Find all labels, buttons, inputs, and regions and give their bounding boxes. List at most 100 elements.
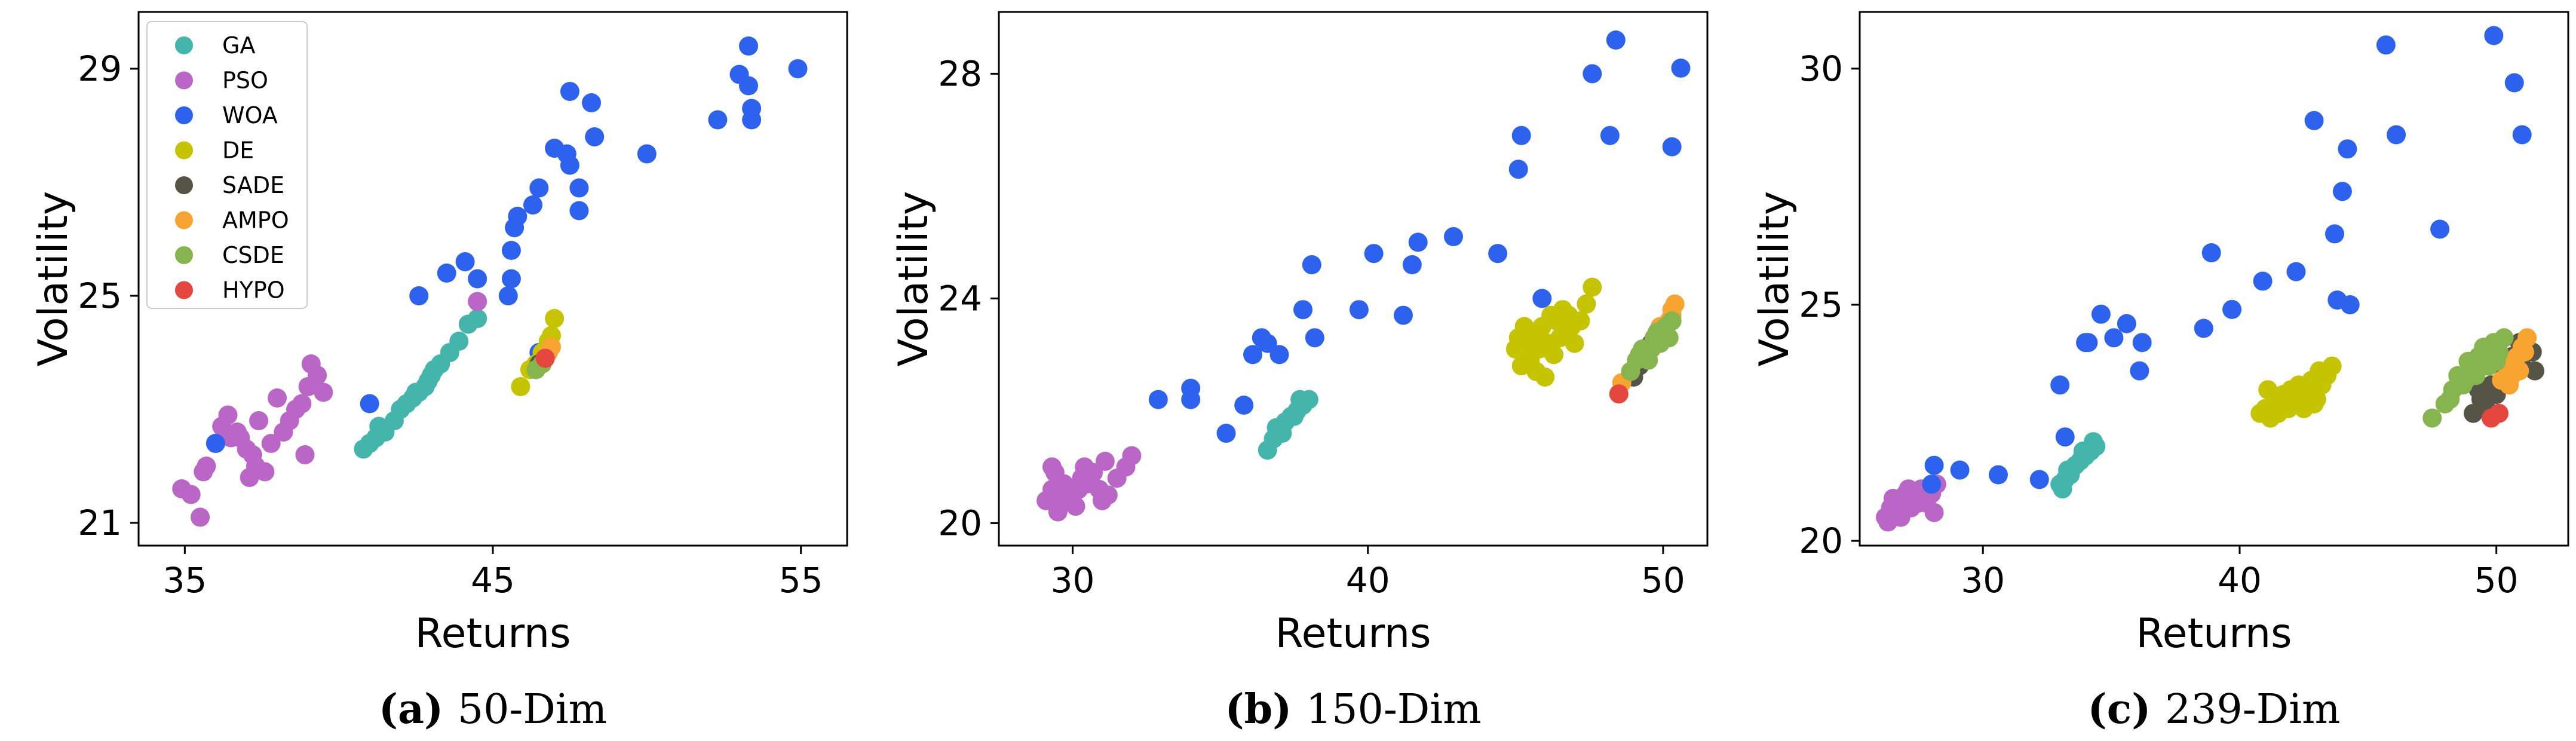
point-woa-3 [437,264,456,283]
point-woa-19 [582,93,601,112]
y-tick-label: 25 [78,275,122,316]
point-ga-13 [449,332,469,351]
point-woa-21 [637,144,657,164]
point-pso-2 [191,507,210,527]
point-de-12 [1544,345,1563,365]
legend-label-csde: CSDE [222,242,284,268]
points-panel-1 [172,36,808,527]
point-ga-16 [369,417,389,436]
x-tick-label: 50 [2474,560,2519,601]
point-woa-12 [1349,300,1369,320]
point-woa-15 [2201,243,2221,262]
point-woa-8 [2078,333,2098,353]
legend-marker-csde [175,246,193,264]
point-woa-1 [360,394,379,414]
captions: (a) 50-Dim (b) 150-Dim (c) 239-Dim [379,685,2341,733]
point-pso-19 [1075,457,1094,477]
legend-marker-hypo [175,281,193,299]
point-ga-17 [406,382,426,402]
y-tick-label: 20 [938,503,982,543]
point-woa-17 [1444,227,1463,246]
point-woa-27 [2430,219,2450,239]
caption-text: 50-Dim [458,686,607,733]
x-tick-label: 45 [471,560,515,601]
point-woa-4 [1234,396,1254,415]
legend-marker-sade [175,176,193,194]
point-woa-24 [739,76,758,96]
legend-marker-pso [175,71,193,90]
point-woa-6 [2055,427,2075,447]
legend-label-sade: SADE [222,172,284,198]
point-woa-25 [1662,137,1682,157]
legend-marker-ga [175,36,193,54]
y-tick-label: 29 [78,48,122,89]
point-hypo-0 [535,348,555,368]
y-tick-label: 30 [1799,48,1843,89]
point-de-6 [545,309,565,328]
chart-panel-3: 30 40 50 20 25 30 Returns Volatility [1751,11,2569,657]
point-pso-28 [468,292,487,311]
legend-label-ampo: AMPO [222,207,289,234]
chart-panel-2: 30 40 50 20 24 28 Returns Volatility [890,11,1709,657]
point-pso-13 [1899,479,1918,499]
point-woa-15 [1402,255,1422,274]
point-woa-0 [1922,474,1942,494]
point-woa-16 [1408,232,1428,252]
point-woa-9 [1293,300,1312,320]
point-woa-8 [1269,345,1289,365]
point-woa-22 [2332,182,2352,201]
point-woa-17 [569,178,589,198]
plot-frame [1859,11,2569,547]
point-ga-10 [2053,479,2072,499]
x-axis-label: Returns [2136,610,2292,657]
legend-label-hypo: HYPO [222,277,285,304]
point-pso-4 [197,457,216,476]
point-woa-14 [2194,319,2213,338]
point-de-19 [2304,394,2324,414]
point-woa-19 [1508,160,1528,179]
caption-letter: (c) [2088,685,2165,733]
point-csde-13 [2440,390,2460,409]
legend-marker-ampo [175,211,193,229]
point-woa-0 [206,434,225,453]
point-pso-16 [268,388,287,408]
point-woa-5 [1243,345,1262,365]
x-tick-label: 30 [1051,560,1095,601]
x-axis-label: Returns [1275,610,1431,657]
points-panel-3 [1876,26,2545,532]
caption-letter: (b) [1225,685,1306,733]
point-woa-12 [2130,361,2149,381]
point-pso-22 [1057,491,1077,510]
point-pso-13 [249,411,269,430]
y-tick-label: 24 [938,278,982,319]
point-woa-24 [2340,295,2360,314]
x-tick-label: 40 [2218,560,2262,601]
point-de-0 [511,377,530,396]
caption-3: (c) 239-Dim [2088,685,2341,733]
point-woa-16 [2222,299,2242,319]
point-hypo-0 [1609,384,1629,404]
point-pso-14 [1098,485,1118,505]
point-pso-15 [1909,493,1928,513]
point-de-20 [1577,294,1596,314]
chart-panel-1: 35 45 55 21 25 29 Returns Volatility [30,11,848,657]
point-woa-16 [569,201,589,221]
point-ampo-7 [2510,361,2529,381]
point-pso-26 [246,457,265,476]
point-pso-20 [1095,452,1115,471]
point-woa-21 [1532,289,1552,308]
point-woa-26 [2387,125,2406,145]
point-woa-10 [1302,255,1321,274]
y-tick-label: 28 [938,53,982,94]
point-hypo-1 [2489,403,2508,423]
point-woa-11 [523,195,542,215]
point-woa-26 [742,110,762,130]
legend-marker-woa [175,106,193,124]
point-woa-6 [498,286,518,305]
point-woa-12 [529,178,549,198]
point-pso-20 [292,394,312,414]
y-tick-label: 20 [1799,520,1843,561]
y-tick-label: 21 [78,503,122,543]
point-woa-2 [1181,378,1201,398]
